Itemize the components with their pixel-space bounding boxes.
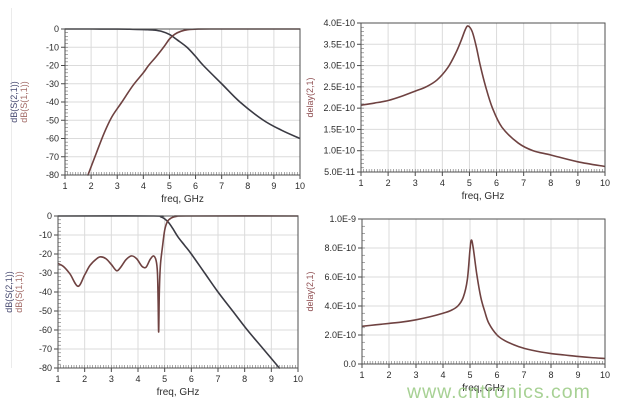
y-tick-label: -60: [46, 134, 59, 144]
x-tick-label: 9: [269, 374, 274, 384]
x-tick-label: 2: [82, 374, 87, 384]
y-tick-label: 6.0E-10: [324, 272, 356, 282]
y-axis-label: delay(2,1): [305, 271, 315, 311]
x-tick-label: 4: [135, 374, 140, 384]
x-tick-label: 7: [215, 374, 220, 384]
site-watermark: www.cntronics.com: [407, 381, 591, 403]
chart-group-delay-butterworth: 1 2 3 4 5 6 7 8 9 10 4.0E-10 3.5E-10 3.0E-10 2.5E-10 2…: [305, 18, 610, 202]
x-tick-label: 9: [575, 178, 580, 188]
y-tick-label: -20: [39, 249, 52, 259]
trace-db-s-2-1-: [57, 215, 281, 369]
x-tick-label: 6: [494, 370, 499, 380]
y-axis-label: dB(S(2,1)): [9, 81, 19, 123]
x-axis-label: freq, GHz: [161, 194, 204, 205]
y-tick-label: 4.0E-10: [324, 301, 356, 311]
x-tick-label: 8: [548, 178, 553, 188]
y-tick-label: -50: [39, 306, 52, 316]
y-tick-label: -30: [46, 79, 59, 89]
y-tick-label: -80: [46, 170, 59, 180]
trace-delay-2-1-: [360, 25, 606, 168]
y-tick-label: -40: [39, 287, 52, 297]
x-tick-label: 1: [62, 181, 67, 191]
chart-group-delay-elliptic: 1 2 3 4 5 6 7 8 9 10 1.0E-9 8.0E-10 6.0E-10 4.0E-10 2.…: [305, 214, 610, 394]
y-tick-label: 1.0E-9: [329, 214, 356, 224]
y-tick-label: -20: [46, 61, 59, 71]
x-tick-label: 7: [521, 178, 526, 188]
chart-sparams-lowpass-elliptic: 1 2 3 4 5 6 7 8 9 10 0 -10 -20 -30 -40 -50 -60 -70 -80 dB(S…: [4, 211, 303, 398]
y-tick-label: 1.5E-10: [323, 124, 355, 134]
x-tick-label: 4: [141, 181, 146, 191]
y-tick-label: 0.0: [343, 359, 356, 369]
x-tick-label: 9: [575, 370, 580, 380]
y-tick-label: 0: [54, 24, 59, 34]
x-tick-label: 6: [193, 181, 198, 191]
y-tick-label: -70: [46, 152, 59, 162]
y-tick-label: 8.0E-10: [324, 243, 356, 253]
x-tick-label: 6: [189, 374, 194, 384]
x-tick-label: 8: [245, 181, 250, 191]
x-tick-label: 5: [467, 370, 472, 380]
x-tick-label: 2: [386, 178, 391, 188]
y-tick-label: -70: [39, 344, 52, 354]
y-tick-label: 1.0E-10: [323, 146, 355, 156]
x-tick-label: 8: [242, 374, 247, 384]
x-tick-label: 3: [413, 370, 418, 380]
y-tick-label: -80: [39, 363, 52, 373]
y-tick-label: -40: [46, 97, 59, 107]
x-tick-label: 1: [55, 374, 60, 384]
x-tick-label: 5: [167, 181, 172, 191]
x-tick-label: 5: [162, 374, 167, 384]
y-tick-label: -60: [39, 325, 52, 335]
x-tick-label: 3: [109, 374, 114, 384]
x-tick-label: 3: [115, 181, 120, 191]
trace-delay-2-1-: [361, 239, 606, 360]
x-axis-label: freq, GHz: [157, 387, 200, 398]
x-tick-label: 3: [413, 178, 418, 188]
y-axis-label: dB(S(1,1)): [19, 81, 29, 123]
x-tick-label: 2: [89, 181, 94, 191]
y-tick-label: 4.0E-10: [323, 18, 355, 28]
y-tick-label: -50: [46, 115, 59, 125]
x-tick-label: 7: [521, 370, 526, 380]
x-tick-label: 4: [440, 178, 445, 188]
y-axis-label: delay(2,1): [305, 77, 315, 117]
left-edge-rule: [11, 8, 12, 368]
trace-db-s-1-1-: [57, 215, 299, 333]
y-tick-label: 2.0E-10: [323, 103, 355, 113]
y-tick-label: 3.5E-10: [323, 39, 355, 49]
x-tick-label: 7: [219, 181, 224, 191]
x-tick-label: 9: [271, 181, 276, 191]
y-tick-label: 5.0E-11: [324, 167, 355, 177]
y-tick-label: -10: [39, 230, 52, 240]
x-tick-label: 2: [386, 370, 391, 380]
x-tick-label: 6: [494, 178, 499, 188]
y-axis-label: dB(S(1,1)): [14, 271, 24, 313]
y-tick-label: 2.5E-10: [323, 82, 355, 92]
x-tick-label: 1: [358, 178, 363, 188]
x-tick-label: 10: [295, 181, 305, 191]
y-axis-label: dB(S(2,1)): [4, 271, 14, 313]
chart-sparams-lowpass-butterworth: 1 2 3 4 5 6 7 8 9 10 0 -10 -20 -30 -40 -50 -60 -70 -80 dB(S…: [9, 24, 305, 205]
x-tick-label: 5: [467, 178, 472, 188]
y-tick-label: -30: [39, 268, 52, 278]
y-tick-label: -10: [46, 42, 59, 52]
x-axis-label: freq, GHz: [462, 191, 505, 202]
x-tick-label: 1: [359, 370, 364, 380]
x-tick-label: 10: [600, 178, 610, 188]
x-tick-label: 8: [548, 370, 553, 380]
x-tick-label: 10: [600, 370, 610, 380]
y-tick-label: 2.0E-10: [324, 330, 356, 340]
y-tick-label: 0: [47, 211, 52, 221]
y-tick-label: 3.0E-10: [323, 61, 355, 71]
x-axis-label: freq, GHz: [462, 383, 505, 394]
x-tick-label: 4: [440, 370, 445, 380]
x-tick-label: 10: [293, 374, 303, 384]
